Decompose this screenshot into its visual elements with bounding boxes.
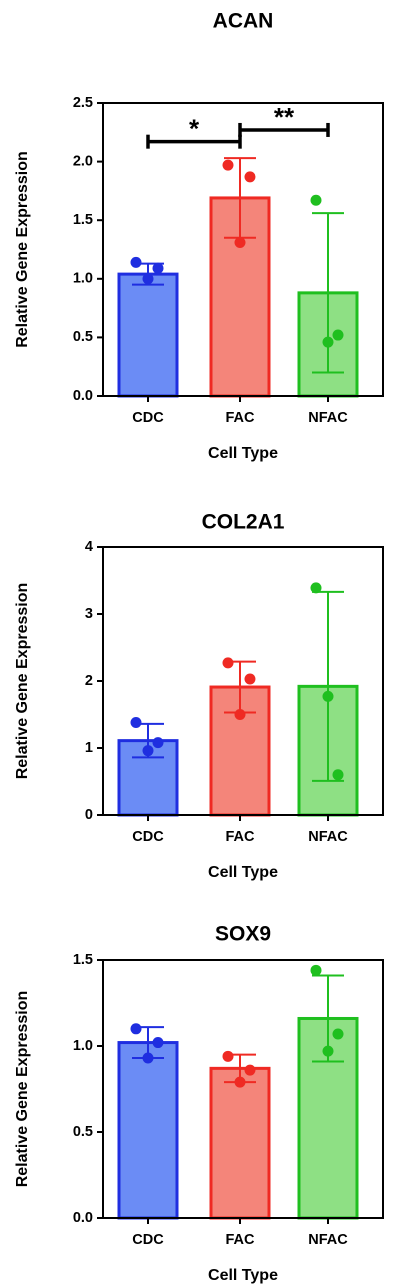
chart-title: ACAN: [213, 10, 274, 33]
x-tick-label: FAC: [226, 829, 256, 845]
x-tick-label: FAC: [226, 1232, 256, 1248]
data-point-nfac: [332, 329, 344, 341]
plot-frame: [102, 959, 384, 1219]
x-axis-label: Cell Type: [208, 864, 278, 881]
y-axis-label: Relative Gene Expression: [14, 583, 31, 780]
x-tick-label: NFAC: [308, 829, 348, 845]
chart-panel-acan: ACAN 0.0 0.5 1.0 1.5 2.0 2.5 CDC FAC NFAC Cell Typ…: [14, 10, 384, 462]
data-point-fac: [244, 171, 256, 183]
y-tick-label: 0.0: [73, 1210, 93, 1226]
significance-label: *: [189, 114, 200, 144]
y-axis-label: Relative Gene Expression: [14, 991, 31, 1188]
x-tick-label: NFAC: [308, 1232, 348, 1248]
x-axis-label: Cell Type: [208, 445, 278, 462]
data-point-fac: [244, 673, 256, 685]
data-point-cdc: [142, 1052, 154, 1064]
y-tick-label: 0.0: [73, 388, 93, 404]
chart-title: COL2A1: [202, 511, 285, 534]
bar-cdc: [117, 1041, 179, 1220]
y-tick-label: 3: [85, 606, 93, 622]
x-tick-label: CDC: [132, 410, 164, 426]
data-point-cdc: [130, 717, 142, 729]
x-tick-label: FAC: [226, 410, 256, 426]
y-tick-label: 1.5: [73, 952, 93, 968]
data-point-fac: [222, 1050, 234, 1062]
data-point-fac: [222, 159, 234, 171]
y-tick-label: 2: [85, 673, 93, 689]
data-point-nfac: [310, 964, 322, 976]
x-tick-label: CDC: [132, 1232, 164, 1248]
chart-panel-col2a1: COL2A1 0 1 2 3 4 CDC FAC NFAC Cell Type Relative G…: [14, 511, 384, 881]
data-point-nfac: [322, 336, 334, 348]
data-point-fac: [234, 709, 246, 720]
y-tick-label: 0.5: [73, 329, 93, 345]
chart-panel-sox9: SOX9 0.0 0.5 1.0 1.5 CDC FAC NFAC Cell Type Relat…: [14, 923, 384, 1284]
chart-title: SOX9: [215, 923, 271, 946]
y-tick-label: 0: [85, 807, 93, 823]
y-tick-label: 1.5: [73, 212, 93, 228]
data-point-cdc: [130, 256, 142, 268]
y-tick-label: 1.0: [73, 271, 93, 287]
y-tick-label: 2.5: [73, 95, 93, 111]
data-point-nfac: [332, 1028, 344, 1040]
y-tick-label: 0.5: [73, 1124, 93, 1140]
significance-label: **: [274, 102, 295, 132]
y-tick-label: 4: [85, 539, 93, 555]
data-point-nfac: [322, 1045, 334, 1057]
data-point-fac: [222, 657, 234, 669]
bar-fac: [209, 1066, 271, 1220]
x-axis-label: Cell Type: [208, 1267, 278, 1284]
data-point-fac: [234, 236, 246, 248]
data-point-cdc: [142, 273, 154, 285]
data-point-fac: [244, 1064, 256, 1076]
data-point-cdc: [142, 745, 154, 757]
y-axis-label: Relative Gene Expression: [14, 151, 31, 348]
x-tick-label: NFAC: [308, 410, 348, 426]
data-point-cdc: [152, 1037, 164, 1049]
data-point-fac: [234, 1076, 246, 1088]
x-tick-label: CDC: [132, 829, 164, 845]
y-tick-label: 1.0: [73, 1038, 93, 1054]
data-point-nfac: [322, 690, 334, 702]
data-point-cdc: [152, 262, 164, 274]
y-tick-label: 1: [85, 740, 93, 756]
data-point-nfac: [310, 194, 322, 206]
data-point-cdc: [152, 737, 164, 749]
data-point-cdc: [130, 1023, 142, 1035]
y-tick-label: 2.0: [73, 153, 93, 169]
data-point-nfac: [332, 769, 344, 781]
plot-frame: [102, 102, 384, 397]
data-point-nfac: [310, 582, 322, 594]
bar-cdc: [117, 272, 179, 398]
